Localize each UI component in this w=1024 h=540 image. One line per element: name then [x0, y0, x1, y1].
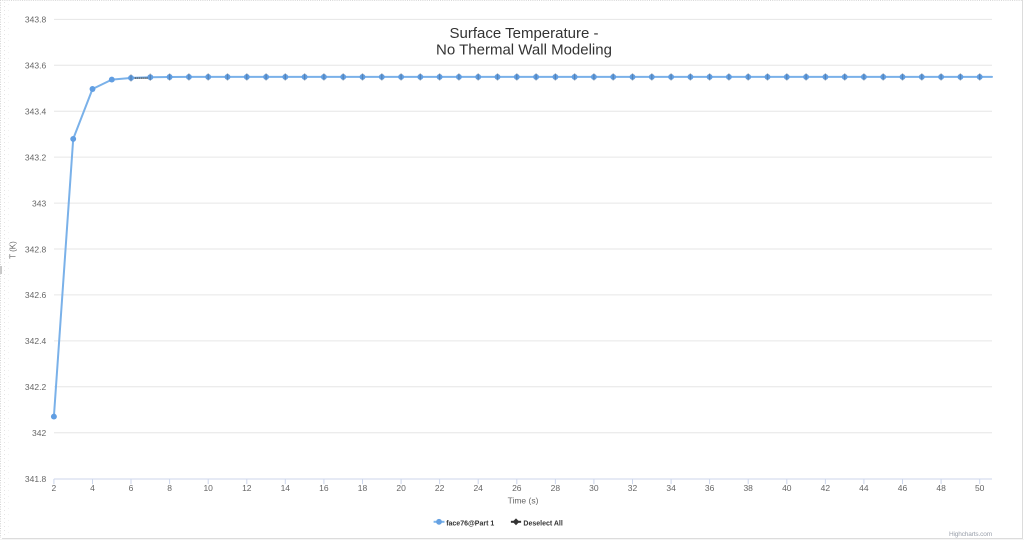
- svg-text:342.8: 342.8: [25, 244, 47, 254]
- svg-text:32: 32: [628, 483, 638, 493]
- svg-text:40: 40: [782, 483, 792, 493]
- svg-text:Deselect All: Deselect All: [523, 520, 562, 527]
- svg-text:343.8: 343.8: [25, 15, 47, 25]
- svg-text:342.6: 342.6: [25, 290, 47, 300]
- svg-text:48: 48: [936, 483, 946, 493]
- svg-text:46: 46: [898, 483, 908, 493]
- svg-text:343.4: 343.4: [25, 107, 47, 117]
- svg-text:20: 20: [396, 483, 406, 493]
- svg-text:22: 22: [435, 483, 445, 493]
- svg-text:342.4: 342.4: [25, 336, 47, 346]
- svg-text:44: 44: [859, 483, 869, 493]
- svg-text:34: 34: [666, 483, 676, 493]
- svg-text:50: 50: [975, 483, 985, 493]
- svg-text:4: 4: [90, 483, 95, 493]
- svg-text:42: 42: [821, 483, 831, 493]
- svg-text:341.8: 341.8: [25, 474, 47, 484]
- svg-text:10: 10: [203, 483, 213, 493]
- svg-text:343: 343: [32, 198, 46, 208]
- svg-text:2: 2: [52, 483, 57, 493]
- svg-text:38: 38: [743, 483, 753, 493]
- svg-text:6: 6: [129, 483, 134, 493]
- svg-text:14: 14: [281, 483, 291, 493]
- svg-text:No Thermal Wall Modeling: No Thermal Wall Modeling: [436, 42, 612, 59]
- svg-text:12: 12: [242, 483, 252, 493]
- svg-text:18: 18: [358, 483, 368, 493]
- svg-text:24: 24: [473, 483, 483, 493]
- svg-text:30: 30: [589, 483, 599, 493]
- svg-text:343.2: 343.2: [25, 152, 47, 162]
- svg-text:36: 36: [705, 483, 715, 493]
- svg-text:8: 8: [167, 483, 172, 493]
- svg-text:26: 26: [512, 483, 522, 493]
- svg-text:T (K): T (K): [9, 241, 18, 259]
- svg-text:28: 28: [551, 483, 561, 493]
- svg-text:342: 342: [32, 428, 46, 438]
- svg-text:16: 16: [319, 483, 329, 493]
- svg-text:342.2: 342.2: [25, 382, 47, 392]
- svg-text:343.6: 343.6: [25, 61, 47, 71]
- svg-text:Time (s): Time (s): [508, 495, 539, 505]
- svg-text:Highcharts.com: Highcharts.com: [949, 531, 992, 538]
- svg-text:face76@Part 1: face76@Part 1: [446, 520, 494, 527]
- svg-text:Surface Temperature -: Surface Temperature -: [450, 25, 599, 42]
